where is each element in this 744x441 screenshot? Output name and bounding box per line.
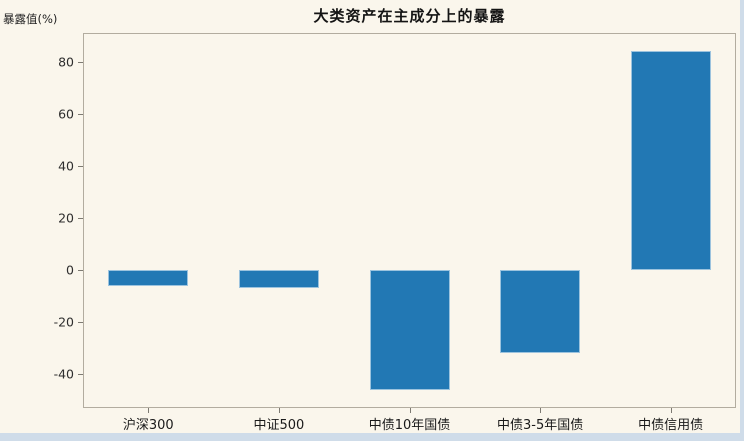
y-tick-label-0: 80 xyxy=(58,54,74,70)
x-tick-label-3: 中债3-5年国债 xyxy=(496,418,584,433)
y-tick-label-6: -40 xyxy=(53,366,74,382)
y-tick-label-4: 0 xyxy=(66,262,74,278)
y-tick-mark-6 xyxy=(78,374,83,376)
x-tick-mark-1 xyxy=(278,408,280,413)
x-tick-label-0: 沪深300 xyxy=(122,418,174,433)
x-tick-mark-2 xyxy=(409,408,411,413)
y-tick-mark-3 xyxy=(78,217,83,219)
y-tick-label-3: 20 xyxy=(58,210,74,226)
x-tick-mark-3 xyxy=(540,408,542,413)
bar-4 xyxy=(630,51,711,270)
y-tick-label-2: 40 xyxy=(58,158,74,174)
x-tick-mark-0 xyxy=(148,408,150,413)
plot-area xyxy=(83,33,736,408)
window-edge-bottom xyxy=(0,433,744,441)
x-tick-label-1: 中证500 xyxy=(253,418,305,433)
bar-3 xyxy=(500,269,581,354)
y-axis-label: 暴露值(%) xyxy=(3,12,58,26)
y-tick-mark-2 xyxy=(78,165,83,167)
bar-1 xyxy=(238,269,319,289)
x-tick-label-4: 中债信用债 xyxy=(638,418,704,433)
window-edge-right xyxy=(740,0,744,441)
y-tick-label-1: 60 xyxy=(58,106,74,122)
y-tick-mark-5 xyxy=(78,322,83,324)
chart-title: 大类资产在主成分上的暴露 xyxy=(313,7,506,25)
y-tick-mark-0 xyxy=(78,61,83,63)
y-tick-label-5: -20 xyxy=(53,314,74,330)
x-tick-label-2: 中债10年国债 xyxy=(368,418,451,433)
y-tick-mark-4 xyxy=(78,269,83,271)
x-tick-mark-4 xyxy=(670,408,672,413)
bar-2 xyxy=(369,269,450,390)
bar-0 xyxy=(108,269,189,286)
y-tick-mark-1 xyxy=(78,113,83,115)
